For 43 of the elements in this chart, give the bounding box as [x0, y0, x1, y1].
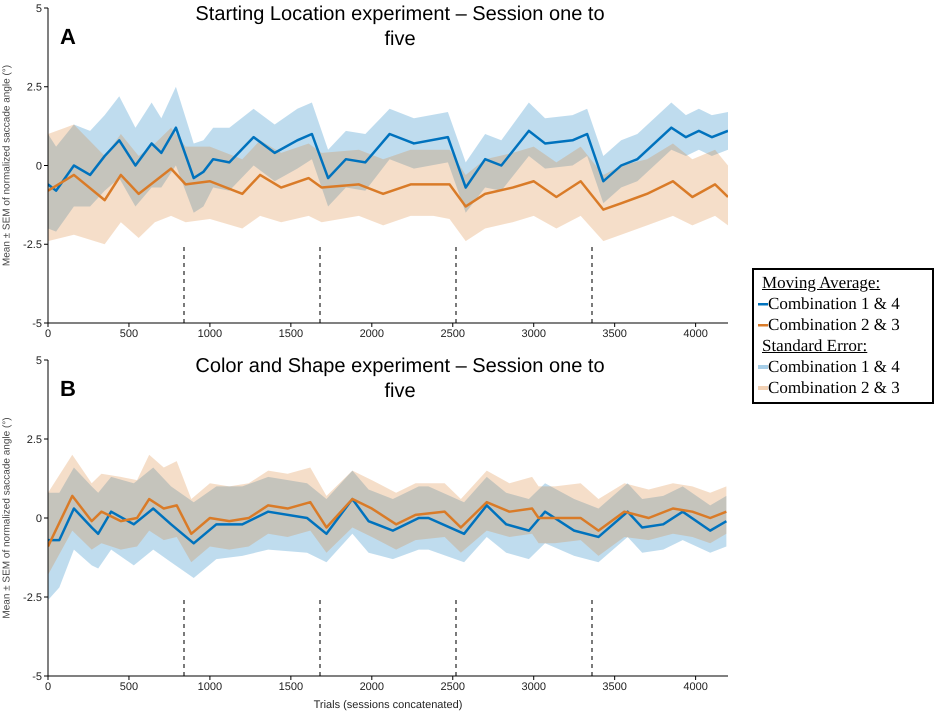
legend-title: Moving Average: [761, 272, 882, 293]
legend-label: Combination 2 & 3 [768, 377, 900, 398]
line-series [48, 126, 728, 192]
x-tick-label: 500 [120, 680, 138, 693]
x-tick-label: 3000 [521, 328, 546, 340]
x-tick-label: 4000 [683, 680, 708, 693]
legend-label: Combination 1 & 4 [768, 293, 900, 314]
y-tick-label: -2.5 [23, 239, 42, 252]
x-tick-label: 2500 [440, 328, 466, 340]
chart-title: Color and Shape experiment – Session one to five [194, 354, 606, 404]
y-tick-label: -5 [32, 318, 42, 330]
chart-title: Starting Location experiment – Session one to five [194, 2, 606, 52]
y-tick-label: 2.5 [26, 434, 42, 446]
y-tick-label: 5 [36, 354, 42, 367]
y-tick-label: 0 [36, 512, 42, 525]
x-tick-label: 500 [120, 328, 138, 340]
y-tick-label: 5 [36, 2, 42, 15]
legend-title: Standard Error: [761, 335, 868, 356]
x-tick-label: 1000 [198, 328, 222, 340]
legend-label: Combination 1 & 4 [768, 356, 900, 377]
y-tick-label: 2.5 [26, 82, 42, 94]
y-axis-title: Mean ± SEM of normalized saccade angle (°) [2, 64, 13, 266]
x-tick-label: 1500 [278, 328, 304, 340]
x-tick-label: 2000 [360, 680, 384, 693]
x-tick-label: 2500 [440, 680, 466, 693]
annotation: B [60, 376, 76, 402]
x-tick-label: 0 [44, 680, 52, 693]
x-tick-label: 3000 [521, 680, 546, 693]
line-series [48, 167, 728, 211]
y-tick-label: -2.5 [23, 592, 42, 604]
y-axis-title: Mean ± SEM of normalized saccade angle (°) [2, 417, 13, 619]
y-tick-label: -5 [32, 670, 42, 683]
x-tick-label: 3500 [602, 328, 627, 340]
x-tick-label: 1500 [278, 680, 304, 693]
x-tick-label: 1000 [198, 680, 222, 693]
x-tick-label: 3500 [602, 680, 627, 693]
x-axis-title: Trials (sessions concatenated) [314, 699, 462, 711]
x-tick-label: 0 [44, 328, 52, 340]
x-tick-label: 2000 [360, 328, 384, 340]
legend-label: Combination 2 & 3 [768, 314, 900, 335]
x-tick-label: 4000 [683, 328, 708, 340]
y-tick-label: 0 [36, 160, 42, 172]
annotation: A [60, 24, 76, 50]
